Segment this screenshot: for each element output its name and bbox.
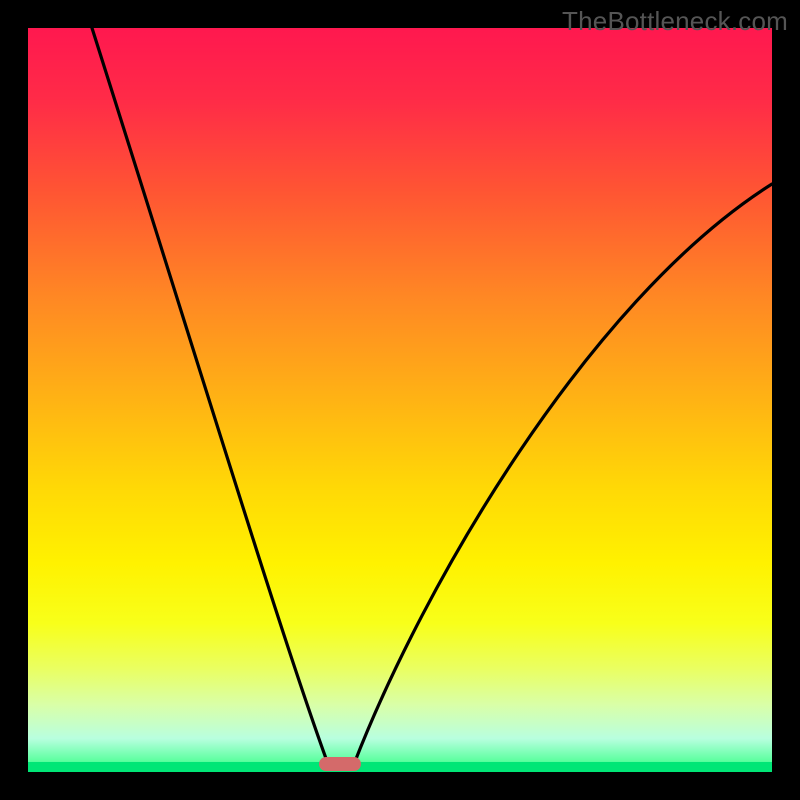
green-base-band [28,762,772,772]
bottleneck-marker [319,757,361,771]
watermark-label: TheBottleneck.com [562,6,788,37]
plot-area [28,28,772,772]
bottleneck-curves [28,28,772,772]
chart-canvas: TheBottleneck.com [0,0,800,800]
